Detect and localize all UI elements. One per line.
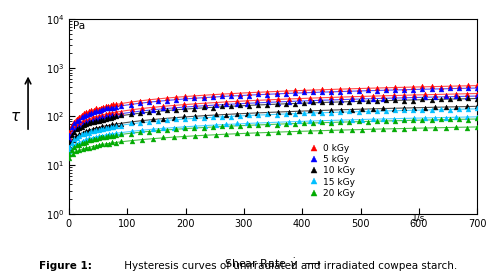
5 kGy: [91, 110, 96, 113]
10 kGy: [103, 118, 109, 121]
5 kGy: [119, 104, 124, 107]
15 kGy: [474, 107, 480, 110]
Line: 0 kGy: 0 kGy: [67, 83, 480, 135]
5 kGy: [66, 133, 72, 136]
0 kGy: [113, 102, 119, 106]
20 kGy: [474, 117, 480, 120]
Line: 5 kGy: 5 kGy: [67, 85, 480, 137]
10 kGy: [474, 97, 480, 101]
10 kGy: [108, 116, 114, 119]
Text: Shear Rate $\dot{\gamma}$  $\longrightarrow$: Shear Rate $\dot{\gamma}$ $\longrightarr…: [224, 256, 322, 272]
Text: Hysteresis curves of unirradiated and irradiated cowpea starch.: Hysteresis curves of unirradiated and ir…: [121, 261, 457, 271]
10 kGy: [91, 120, 96, 124]
5 kGy: [474, 86, 480, 89]
Legend: 0 kGy, 5 kGy, 10 kGy, 15 kGy, 20 kGy: 0 kGy, 5 kGy, 10 kGy, 15 kGy, 20 kGy: [305, 140, 358, 201]
20 kGy: [91, 138, 96, 141]
0 kGy: [108, 103, 114, 107]
Line: 20 kGy: 20 kGy: [67, 116, 480, 156]
10 kGy: [465, 96, 471, 100]
0 kGy: [474, 84, 480, 87]
10 kGy: [113, 115, 119, 118]
10 kGy: [66, 140, 72, 144]
10 kGy: [119, 114, 124, 117]
Line: 10 kGy: 10 kGy: [67, 96, 480, 144]
20 kGy: [108, 134, 114, 137]
Line: 15 kGy: 15 kGy: [67, 106, 480, 150]
10 kGy: [274, 103, 279, 106]
15 kGy: [103, 127, 109, 130]
0 kGy: [91, 108, 96, 111]
0 kGy: [103, 105, 109, 108]
15 kGy: [113, 124, 119, 128]
Text: $\tau$: $\tau$: [10, 109, 22, 124]
5 kGy: [113, 105, 119, 109]
20 kGy: [66, 152, 72, 155]
15 kGy: [119, 124, 124, 127]
0 kGy: [274, 90, 279, 94]
20 kGy: [103, 135, 109, 138]
15 kGy: [274, 113, 279, 116]
15 kGy: [108, 125, 114, 129]
Text: Figure 1:: Figure 1:: [39, 261, 92, 271]
0 kGy: [66, 131, 72, 134]
20 kGy: [113, 133, 119, 137]
20 kGy: [274, 123, 279, 126]
5 kGy: [274, 92, 279, 95]
Text: Pa: Pa: [73, 21, 85, 31]
Text: 1/s: 1/s: [412, 214, 426, 223]
5 kGy: [103, 107, 109, 110]
5 kGy: [108, 106, 114, 110]
15 kGy: [66, 145, 72, 149]
0 kGy: [119, 102, 124, 105]
20 kGy: [119, 133, 124, 136]
15 kGy: [91, 129, 96, 132]
